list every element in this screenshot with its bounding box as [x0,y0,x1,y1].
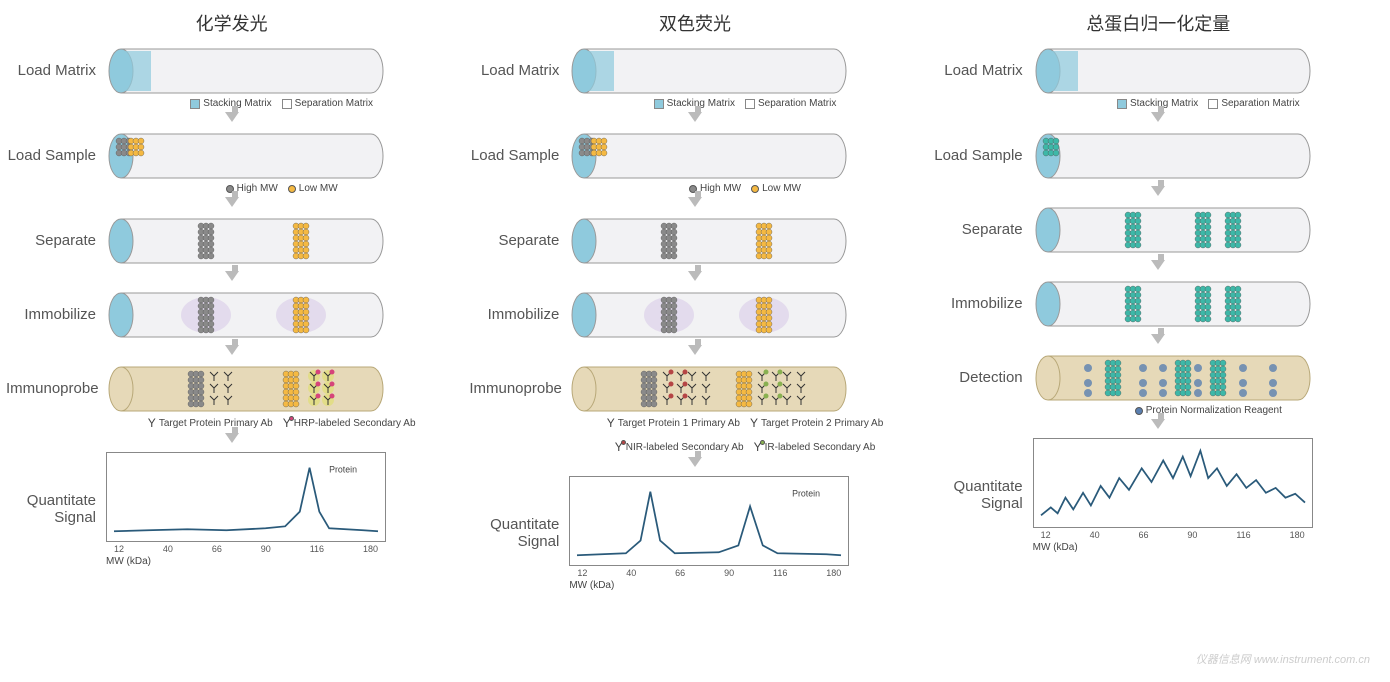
capillary-graphic [1033,205,1313,255]
capillary-graphic [1033,353,1313,403]
step-row: Quantitate Signal Protein 12406690116180… [469,476,920,591]
capillary-graphic [106,290,386,340]
arrow-icon [225,342,239,364]
arrow-icon [1151,183,1165,205]
svg-text:Protein: Protein [329,465,357,475]
step-label: Load Sample [6,148,106,165]
capillary-graphic [106,46,386,96]
step-label: Separate [6,233,106,250]
signal-chart: Protein 12406690116180 MW (kDa) [569,476,849,591]
step-row: Load Sample [469,131,920,181]
column-title: 双色荧光 [659,10,731,36]
svg-text:Protein: Protein [792,489,820,499]
arrow-icon [688,342,702,364]
step-label: Load Matrix [469,63,569,80]
arrow-icon [225,194,239,216]
step-label: Load Sample [469,148,569,165]
column-title: 化学发光 [196,10,268,36]
step-label: Quantitate Signal [469,517,569,550]
step-row: Load Sample [6,131,457,181]
step-row: Load Matrix [6,46,457,96]
step-row: Load Matrix [469,46,920,96]
arrow-icon [1151,109,1165,131]
capillary-graphic [1033,46,1313,96]
arrow-icon [688,268,702,290]
step-label: Immunoprobe [6,381,106,398]
capillary-graphic [569,290,849,340]
step-label: Quantitate Signal [933,479,1033,512]
arrow-icon [1151,257,1165,279]
step-row: Detection [933,353,1384,403]
step-row: Immobilize [6,290,457,340]
step-row: Immunoprobe [6,364,457,414]
capillary-graphic [569,364,849,414]
arrow-icon [225,109,239,131]
capillary-graphic [569,46,849,96]
capillary-graphic [106,131,386,181]
signal-chart: 12406690116180 MW (kDa) [1033,438,1313,553]
arrow-icon [688,454,702,476]
workflow-column: 双色荧光 Load Matrix Stacking MatrixSeparati… [463,0,926,682]
capillary-graphic [569,216,849,266]
step-row: Immobilize [933,279,1384,329]
capillary-graphic [106,216,386,266]
arrow-icon [688,194,702,216]
step-label: Separate [469,233,569,250]
step-label: Load Matrix [6,63,106,80]
step-row: Load Sample [933,131,1384,181]
step-row: Immunoprobe [469,364,920,414]
capillary-graphic [569,131,849,181]
arrow-icon [1151,416,1165,438]
workflow-column: 化学发光 Load Matrix Stacking MatrixSeparati… [0,0,463,682]
arrow-icon [225,430,239,452]
step-label: Quantitate Signal [6,493,106,526]
arrow-icon [688,109,702,131]
capillary-graphic [106,364,386,414]
step-label: Detection [933,370,1033,387]
capillary-graphic [1033,279,1313,329]
step-label: Immobilize [933,296,1033,313]
step-row: Quantitate Signal 12406690116180 MW (kDa… [933,438,1384,553]
step-label: Immobilize [469,307,569,324]
step-row: Quantitate Signal Protein 12406690116180… [6,452,457,567]
signal-chart: Protein 12406690116180 MW (kDa) [106,452,386,567]
step-label: Load Matrix [933,63,1033,80]
step-row: Separate [933,205,1384,255]
step-label: Immobilize [6,307,106,324]
workflow-column: 总蛋白归一化定量 Load Matrix Stacking MatrixSepa… [927,0,1390,682]
step-label: Immunoprobe [469,381,569,398]
arrow-icon [1151,331,1165,353]
step-label: Separate [933,222,1033,239]
step-row: Load Matrix [933,46,1384,96]
column-title: 总蛋白归一化定量 [1086,10,1230,36]
step-row: Separate [469,216,920,266]
arrow-icon [225,268,239,290]
step-row: Separate [6,216,457,266]
step-label: Load Sample [933,148,1033,165]
step-row: Immobilize [469,290,920,340]
capillary-graphic [1033,131,1313,181]
watermark: 仪器信息网 www.instrument.com.cn [1196,651,1370,667]
